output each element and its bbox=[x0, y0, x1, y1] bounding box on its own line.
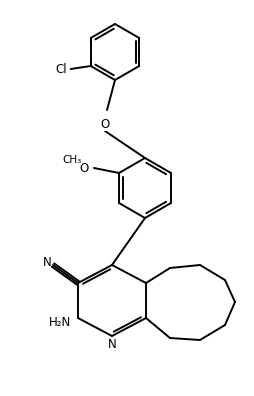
Text: O: O bbox=[80, 162, 89, 175]
Text: O: O bbox=[100, 118, 110, 131]
Text: N: N bbox=[108, 337, 116, 350]
Text: N: N bbox=[43, 257, 51, 270]
Text: Cl: Cl bbox=[55, 63, 67, 76]
Text: CH₃: CH₃ bbox=[62, 155, 82, 165]
Text: H₂N: H₂N bbox=[49, 316, 71, 329]
